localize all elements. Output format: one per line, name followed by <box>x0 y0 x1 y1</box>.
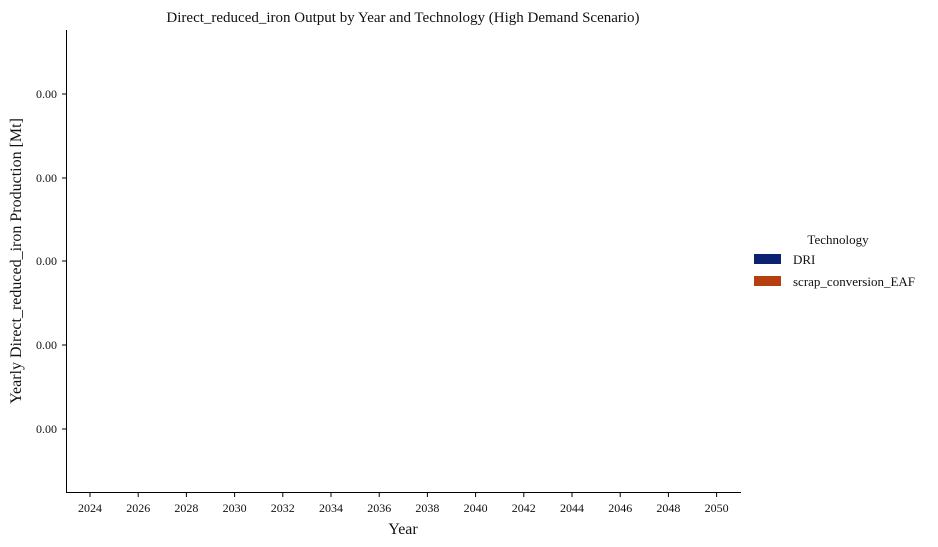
y-ticks: 0.00 0.00 0.00 0.00 0.00 <box>36 87 66 436</box>
x-tick-label: 2044 <box>560 501 584 515</box>
legend: Technology DRI scrap_conversion_EAF <box>754 232 915 289</box>
legend-title: Technology <box>807 232 869 247</box>
y-tick-label: 0.00 <box>36 87 57 101</box>
x-tick-label: 2032 <box>271 501 295 515</box>
x-tick-label: 2036 <box>367 501 391 515</box>
y-tick-label: 0.00 <box>36 422 57 436</box>
y-tick-label: 0.00 <box>36 171 57 185</box>
legend-entry-label: scrap_conversion_EAF <box>793 274 915 289</box>
chart-title: Direct_reduced_iron Output by Year and T… <box>166 10 639 26</box>
x-tick-label: 2046 <box>608 501 632 515</box>
x-tick-label: 2026 <box>126 501 150 515</box>
legend-swatch <box>754 254 781 264</box>
legend-entry-label: DRI <box>793 252 815 267</box>
legend-swatch <box>754 276 781 286</box>
x-tick-label: 2042 <box>512 501 536 515</box>
x-tick-label: 2030 <box>223 501 247 515</box>
y-tick-label: 0.00 <box>36 254 57 268</box>
y-axis-label: Yearly Direct_reduced_iron Production [M… <box>8 118 25 404</box>
x-tick-label: 2028 <box>174 501 198 515</box>
x-tick-label: 2048 <box>656 501 680 515</box>
plot-area <box>66 30 741 493</box>
x-tick-label: 2050 <box>705 501 729 515</box>
x-tick-label: 2040 <box>464 501 488 515</box>
y-tick-label: 0.00 <box>36 338 57 352</box>
x-tick-label: 2034 <box>319 501 343 515</box>
x-tick-label: 2024 <box>78 501 102 515</box>
x-tick-label: 2038 <box>415 501 439 515</box>
x-axis-label: Year <box>388 521 418 538</box>
x-ticks: 2024 2026 2028 2030 2032 2034 2036 2038 2040 2042… <box>78 492 729 515</box>
